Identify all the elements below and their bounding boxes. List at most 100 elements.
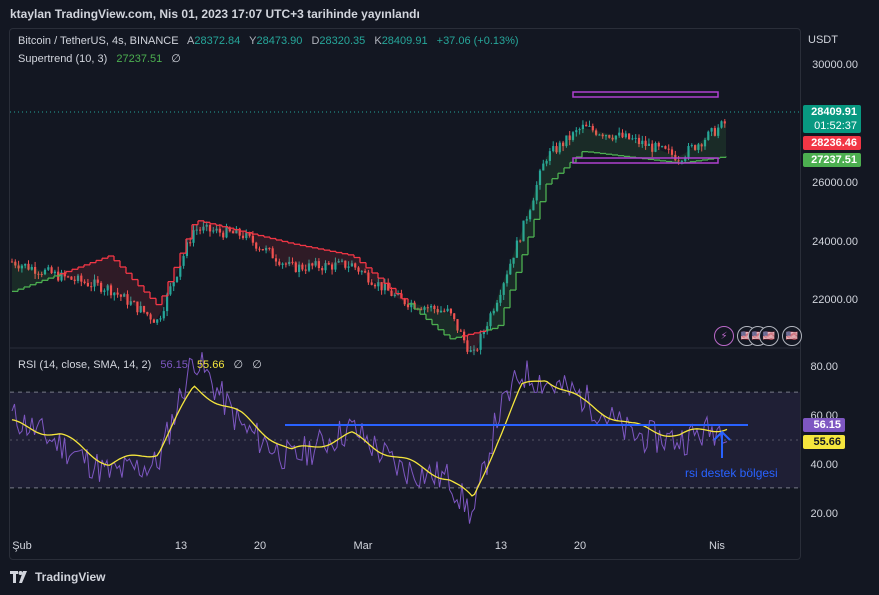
supertrend-fill [78, 267, 84, 283]
flag-us-icon[interactable]: 🇺🇸 [782, 326, 802, 346]
supertrend-fill [330, 251, 336, 266]
rsi-extra: ∅ [252, 359, 262, 371]
supertrend-fill [630, 139, 636, 158]
candle [159, 318, 162, 320]
candle [492, 310, 495, 314]
supertrend-label[interactable]: Supertrend (10, 3) [18, 53, 108, 65]
candle [113, 292, 116, 296]
lightning-icon[interactable]: ⚡ [714, 326, 734, 346]
supertrend-fill [30, 267, 36, 285]
open-label: A [187, 35, 195, 47]
candle [185, 242, 188, 256]
flag-us-icon[interactable]: 🇺🇸 [759, 326, 779, 346]
footer-brand-text: TradingView [35, 570, 106, 584]
candle [232, 231, 235, 234]
candle [439, 310, 443, 313]
low-label: D [311, 35, 320, 47]
candle [218, 228, 221, 233]
candle [294, 262, 297, 272]
candle [575, 130, 578, 133]
supertrend-fill [156, 304, 162, 321]
supertrend-fill [432, 308, 438, 325]
supertrend-fill [264, 237, 270, 254]
red-level-tag: 28236.46 [803, 136, 861, 150]
rsi-legend: RSI (14, close, SMA, 14, 2) 56.15 55.66 … [18, 358, 268, 371]
candle [466, 340, 469, 352]
supertrend-fill [282, 241, 288, 266]
candle [707, 131, 710, 140]
candle [344, 260, 347, 268]
supertrend-fill [462, 335, 468, 348]
high-label: Y [249, 35, 257, 47]
candle [96, 279, 99, 283]
rsi-extra: ∅ [233, 359, 244, 371]
candle [664, 146, 667, 149]
candle [360, 271, 363, 273]
candle [321, 268, 324, 271]
candle [585, 124, 588, 127]
candle [604, 135, 608, 137]
candle [548, 151, 551, 161]
candle [565, 135, 568, 147]
supertrend-fill [612, 134, 618, 155]
candle [505, 274, 509, 284]
candle [14, 261, 17, 266]
supertrend-fill [114, 260, 120, 296]
x-tick: 13 [174, 540, 188, 552]
candle [535, 185, 538, 201]
supertrend-fill [600, 131, 606, 154]
candle [502, 283, 505, 295]
candle [24, 263, 27, 266]
supertrend-fill [240, 231, 246, 238]
candle [284, 263, 287, 265]
supertrend-fill [684, 149, 690, 163]
candle [123, 294, 126, 297]
supertrend-fill [588, 128, 594, 153]
footer-brand[interactable]: TradingView [10, 570, 105, 584]
supertrend-fill [396, 293, 402, 301]
candle [390, 290, 393, 296]
candle [50, 267, 53, 274]
rsi-label[interactable]: RSI (14, close, SMA, 14, 2) [18, 359, 152, 371]
candle [647, 143, 650, 146]
supertrend-fill [348, 254, 354, 267]
candle [47, 267, 50, 270]
candle [265, 247, 268, 251]
candle [479, 334, 482, 350]
rsi-tick: 80.00 [810, 361, 838, 373]
candle [63, 272, 66, 277]
candle [337, 261, 340, 263]
candle [611, 137, 614, 140]
candle [251, 235, 254, 243]
symbol-name[interactable]: Bitcoin / TetherUS, 4s, BINANCE [18, 35, 179, 47]
candle [152, 319, 155, 323]
supertrend-fill [336, 252, 342, 266]
candle [443, 310, 446, 312]
candle [334, 262, 337, 270]
candle [552, 146, 555, 152]
rsi-tick: 20.00 [810, 508, 838, 520]
candle [261, 249, 264, 251]
supertrend-fill [390, 288, 396, 298]
candle [248, 232, 251, 236]
supertrend-fill [168, 279, 174, 295]
candle [298, 264, 301, 272]
countdown-tag: 01:52:37 [803, 119, 861, 133]
supertrend-fill [456, 325, 462, 338]
rsi-tick: 40.00 [810, 459, 838, 471]
candle [436, 309, 439, 313]
supertrend-fill [342, 253, 348, 266]
candle [109, 285, 113, 296]
supertrend-fill [714, 127, 720, 159]
x-tick: Nis [709, 540, 725, 552]
candle [100, 282, 103, 292]
supertrend-fill [402, 298, 408, 303]
candle [189, 242, 192, 244]
candle [245, 232, 248, 239]
candle [614, 135, 617, 140]
supertrend-fill [132, 279, 138, 308]
candle [690, 145, 693, 147]
candle [40, 273, 43, 275]
supertrend-fill [42, 270, 48, 281]
